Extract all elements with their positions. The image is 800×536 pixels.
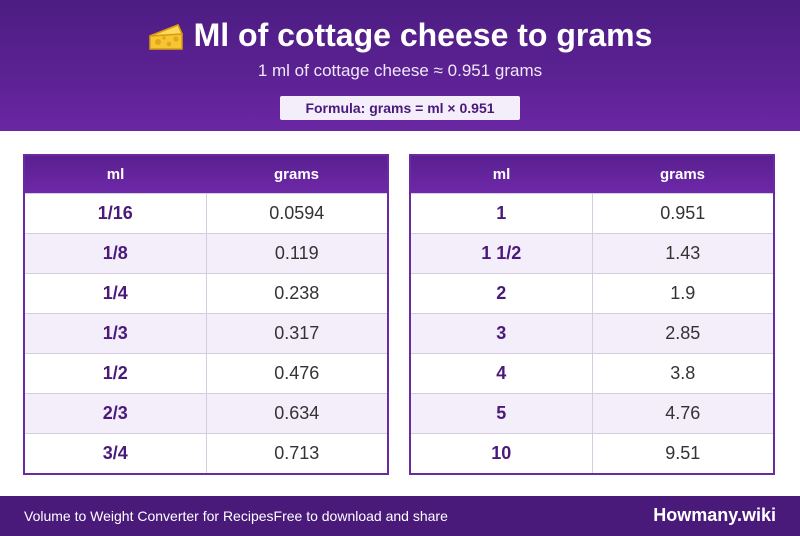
table-row: 1 0.951: [410, 193, 774, 234]
ml-cell: 1/4: [24, 273, 207, 314]
ml-cell: 1/16: [24, 193, 207, 234]
page-title-row: Ml of cottage cheese to grams: [0, 13, 800, 63]
grams-cell: 9.51: [592, 433, 774, 474]
ml-cell: 3/4: [24, 433, 207, 474]
grams-cell: 0.951: [592, 193, 774, 234]
table-row: 1/3 0.317: [24, 313, 388, 354]
table-header-row: ml grams: [410, 155, 774, 194]
formula-badge: Formula: grams = ml × 0.951: [280, 96, 520, 120]
ml-cell: 1/2: [24, 353, 207, 394]
grams-cell: 2.85: [592, 313, 774, 354]
grams-cell: 0.0594: [206, 193, 388, 234]
page-subtitle: 1 ml of cottage cheese ≈ 0.951 grams: [257, 61, 543, 80]
table-row: 1/16 0.0594: [24, 193, 388, 234]
ml-cell: 2/3: [24, 393, 207, 434]
table-row: 5 4.76: [410, 393, 774, 434]
cheese-icon: [148, 19, 184, 63]
ml-cell: 3: [410, 313, 593, 354]
table-row: 3/4 0.713: [24, 433, 388, 474]
grams-cell: 4.76: [592, 393, 774, 434]
grams-cell: 0.476: [206, 353, 388, 394]
table-row: 1/2 0.476: [24, 353, 388, 394]
column-header-grams: grams: [206, 155, 388, 194]
footer-brand[interactable]: Howmany.wiki: [653, 505, 776, 525]
grams-cell: 1.9: [592, 273, 774, 314]
footer-bar: Volume to Weight Converter for RecipesFr…: [0, 496, 800, 536]
table-row: 3 2.85: [410, 313, 774, 354]
grams-cell: 0.119: [206, 233, 388, 274]
table-row: 1/4 0.238: [24, 273, 388, 314]
conversion-table-right: ml grams 1 0.951 1 1/2 1.43 2 1.9 3 2.85…: [409, 154, 775, 475]
ml-cell: 1: [410, 193, 593, 234]
grams-cell: 0.634: [206, 393, 388, 434]
table-row: 1 1/2 1.43: [410, 233, 774, 274]
ml-cell: 1/8: [24, 233, 207, 274]
ml-cell: 1 1/2: [410, 233, 593, 274]
header-banner: Ml of cottage cheese to grams 1 ml of co…: [0, 0, 800, 131]
column-header-ml: ml: [410, 155, 592, 194]
ml-cell: 5: [410, 393, 593, 434]
footer-tagline: Volume to Weight Converter for RecipesFr…: [24, 508, 448, 524]
grams-cell: 0.713: [206, 433, 388, 474]
column-header-grams: grams: [592, 155, 774, 194]
page-title: Ml of cottage cheese to grams: [193, 17, 653, 53]
table-row: 2/3 0.634: [24, 393, 388, 434]
grams-cell: 0.238: [206, 273, 388, 314]
table-row: 4 3.8: [410, 353, 774, 394]
grams-cell: 1.43: [592, 233, 774, 274]
ml-cell: 1/3: [24, 313, 207, 354]
table-header-row: ml grams: [24, 155, 388, 194]
conversion-table-left: ml grams 1/16 0.0594 1/8 0.119 1/4 0.238…: [23, 154, 389, 475]
ml-cell: 2: [410, 273, 593, 314]
column-header-ml: ml: [24, 155, 206, 194]
ml-cell: 4: [410, 353, 593, 394]
table-row: 1/8 0.119: [24, 233, 388, 274]
grams-cell: 0.317: [206, 313, 388, 354]
grams-cell: 3.8: [592, 353, 774, 394]
table-row: 10 9.51: [410, 433, 774, 474]
ml-cell: 10: [410, 433, 593, 474]
table-row: 2 1.9: [410, 273, 774, 314]
